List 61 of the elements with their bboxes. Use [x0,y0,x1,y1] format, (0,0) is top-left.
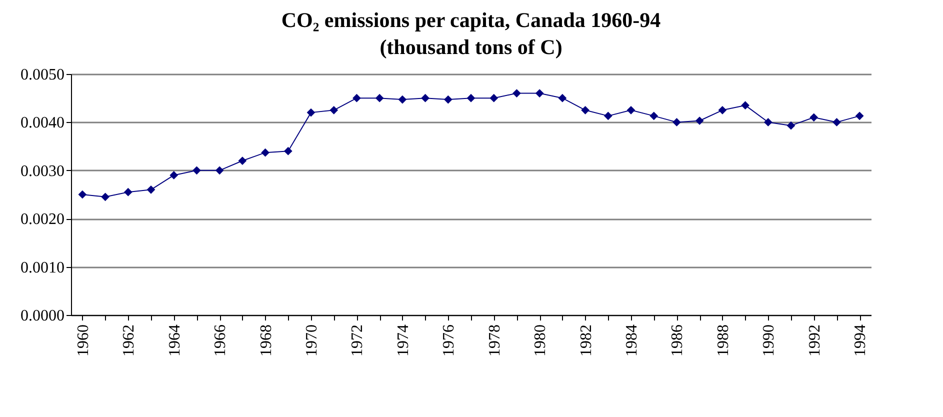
point [146,185,156,194]
x-tick-label: 1992 [806,324,824,356]
x-tick-label: 1962 [120,324,138,356]
x-tick-label: 1986 [669,324,686,356]
point [832,118,841,126]
point [352,94,361,102]
point [238,156,247,165]
x-tick-label: 1988 [714,324,732,356]
point [558,94,567,102]
point [192,166,201,175]
point [444,95,452,104]
point [535,89,544,98]
x-tick-label: 1984 [624,324,640,356]
point [604,112,612,120]
point [512,89,521,98]
point [581,106,590,114]
point [786,121,796,130]
x-tick-label: 1966 [212,324,230,356]
point [490,94,498,102]
y-tick-label: 0.0020 [20,211,64,228]
point [855,112,864,120]
point [101,192,110,202]
point [124,188,132,196]
x-tick-label: 1982 [578,324,595,356]
point [421,94,430,102]
point [284,146,292,156]
y-tick-label: 0.0010 [20,259,64,276]
point [375,94,384,102]
x-tick-label: 1980 [532,324,550,356]
point [741,101,750,110]
x-tick-label: 1972 [349,324,366,356]
y-tick-label: 0.0040 [20,114,64,132]
x-tick-label: 1960 [74,324,92,356]
y-tick-label: 0.0000 [20,308,64,324]
point [215,166,224,175]
x-tick-label: 1994 [852,324,870,356]
point [78,190,87,199]
point [261,148,270,157]
point [170,171,178,180]
point [398,95,407,104]
point [695,116,704,125]
point [810,113,818,122]
x-tick-label: 1970 [304,324,320,356]
chart-subtitle: (thousand tons of C) [380,35,562,59]
x-tick-label: 1990 [760,324,778,356]
point [466,94,476,102]
x-tick-label: 1964 [166,324,184,356]
point [672,118,681,126]
point [306,108,316,117]
point [626,106,636,114]
chart-title: CO₂ emissions per capita, Canada 1960-94 [281,8,662,32]
point [718,106,727,114]
point [650,112,658,120]
x-tick-label: 1968 [258,324,275,356]
x-tick-label: 1976 [440,324,458,356]
x-tick-label: 1974 [394,324,412,356]
x-tick-label: 1978 [486,324,504,356]
point [764,118,772,126]
y-tick-label: 0.0030 [20,162,64,180]
point [330,106,338,114]
y-tick-label: 0.0050 [20,66,64,84]
